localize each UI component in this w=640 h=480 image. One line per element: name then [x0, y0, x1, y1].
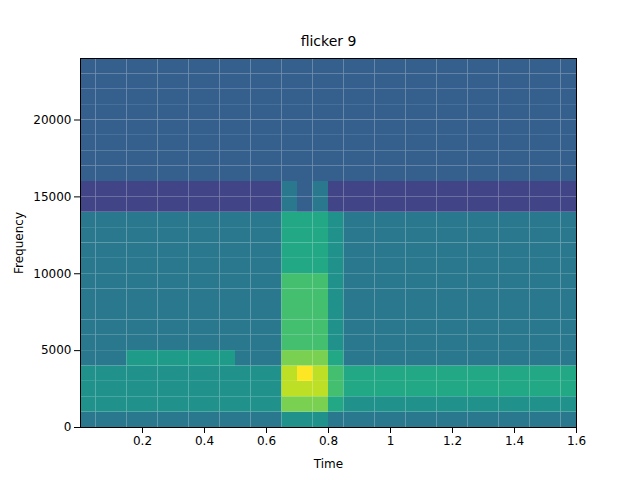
svg-text:Frequency: Frequency: [12, 212, 26, 274]
svg-text:0.8: 0.8: [319, 434, 338, 448]
svg-text:flicker 9: flicker 9: [301, 33, 357, 49]
svg-text:1: 1: [387, 434, 395, 448]
svg-text:5000: 5000: [41, 343, 72, 357]
svg-text:1.2: 1.2: [443, 434, 462, 448]
svg-text:1.6: 1.6: [567, 434, 586, 448]
svg-text:0: 0: [64, 420, 72, 434]
svg-text:0.2: 0.2: [133, 434, 152, 448]
svg-text:15000: 15000: [33, 190, 71, 204]
svg-text:Time: Time: [313, 457, 343, 471]
svg-text:0.4: 0.4: [195, 434, 214, 448]
svg-text:10000: 10000: [33, 267, 71, 281]
svg-text:0.6: 0.6: [257, 434, 276, 448]
svg-text:20000: 20000: [33, 113, 71, 127]
svg-text:1.4: 1.4: [505, 434, 524, 448]
